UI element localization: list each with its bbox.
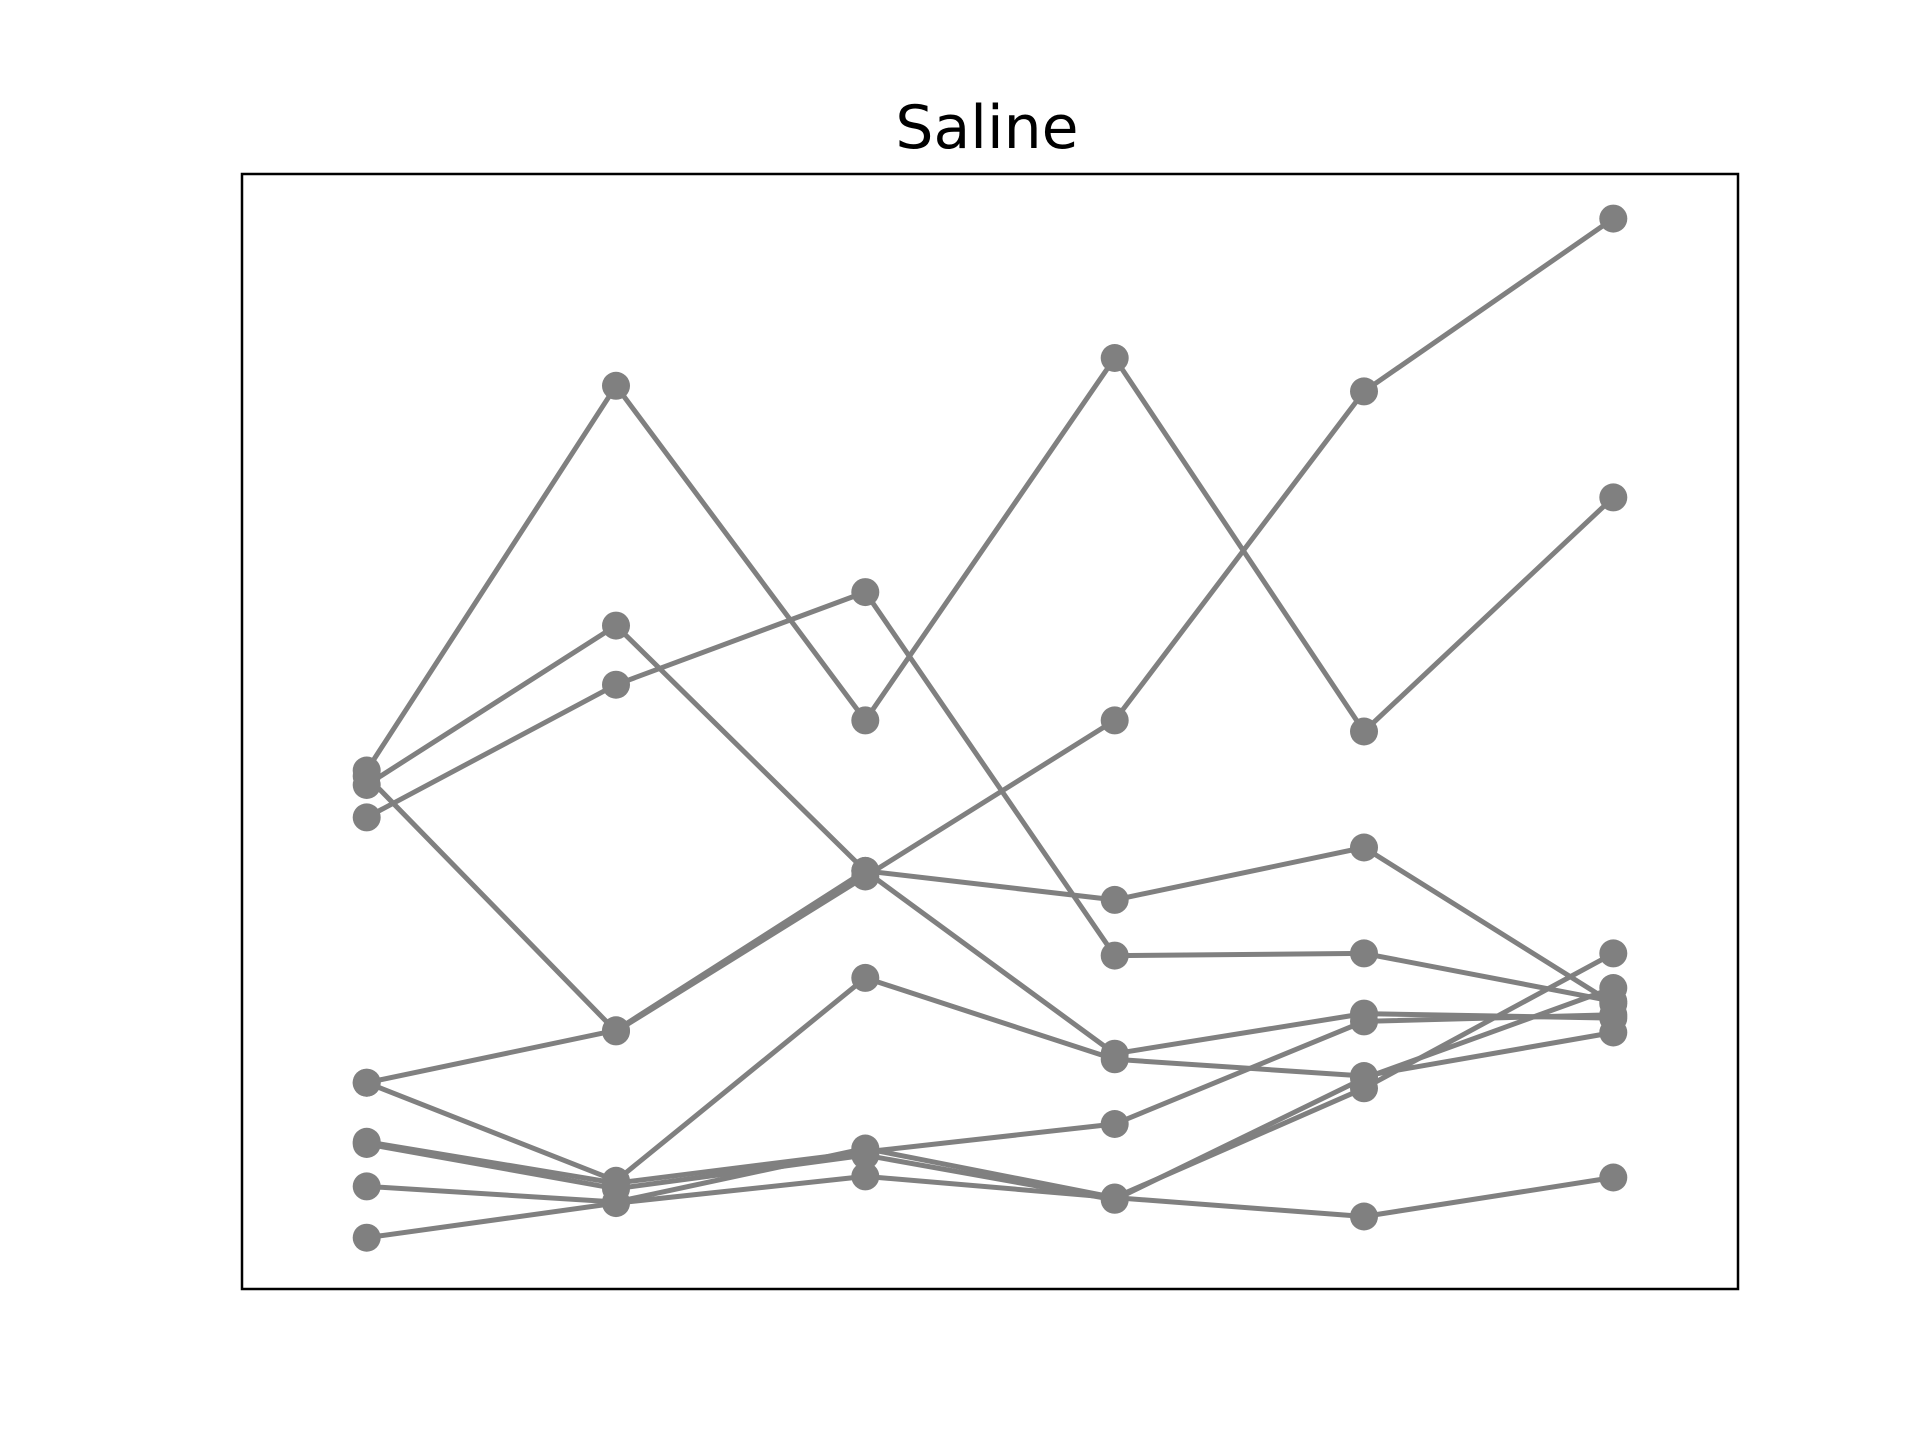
series-9-point-4 [1100, 1045, 1129, 1074]
series-6-line [366, 1146, 1614, 1219]
series-1-point-6 [1599, 483, 1628, 512]
series-1-point-2 [602, 371, 630, 400]
series-2-point-4 [1100, 885, 1129, 914]
chart-title: Saline [895, 93, 1078, 163]
series-8-point-4 [1100, 706, 1129, 735]
series-2-point-2 [602, 611, 630, 640]
series-7-point-3 [851, 1162, 880, 1191]
series-3-point-5 [1350, 939, 1378, 968]
series-8-point-1 [352, 762, 381, 791]
series-3-point-1 [352, 803, 381, 832]
series-4-line [366, 868, 1614, 1086]
series-9-point-3 [851, 963, 880, 992]
series-1-line [364, 355, 1616, 772]
series-10 [352, 974, 1628, 1214]
series-7-point-6 [1599, 939, 1628, 968]
series-8-line [364, 216, 1615, 1034]
series-3-point-4 [1100, 941, 1129, 970]
series-5-point-4 [1100, 1110, 1129, 1138]
series-10-point-3 [851, 1141, 880, 1170]
series-1-point-4 [1100, 344, 1129, 372]
series-5-point-5 [1350, 1007, 1378, 1036]
series-2-point-5 [1350, 833, 1378, 862]
series-9-point-1 [352, 1068, 381, 1097]
series-6-point-6 [1599, 1163, 1628, 1192]
series-10-point-6 [1599, 974, 1628, 1002]
series-2-line [365, 623, 1615, 1006]
series-3-line [365, 589, 1614, 1004]
series-1-point-3 [851, 706, 880, 735]
series-layer [352, 204, 1628, 1252]
series-8-point-6 [1599, 204, 1628, 233]
series-10-point-4 [1100, 1185, 1129, 1214]
series-3-point-2 [602, 670, 630, 699]
series-8-point-5 [1350, 377, 1378, 406]
series-6-point-5 [1350, 1202, 1378, 1231]
series-3 [352, 578, 1628, 1016]
series-9-line [365, 975, 1614, 1184]
series-10-point-1 [352, 1130, 381, 1158]
series-10-point-5 [1350, 1064, 1378, 1093]
series-1-point-5 [1350, 717, 1378, 746]
plot-frame [240, 172, 1740, 1291]
series-3-point-3 [851, 578, 880, 607]
series-7-point-1 [352, 1223, 381, 1252]
series-10-point-2 [602, 1174, 630, 1203]
series-9-point-6 [1599, 1018, 1628, 1047]
series-8 [352, 204, 1628, 1046]
series-8-point-2 [602, 1017, 630, 1046]
series-6-point-1 [352, 1172, 381, 1201]
series-10-line [366, 985, 1615, 1203]
series-5-line [366, 1012, 1614, 1186]
series-8-point-3 [851, 862, 880, 891]
